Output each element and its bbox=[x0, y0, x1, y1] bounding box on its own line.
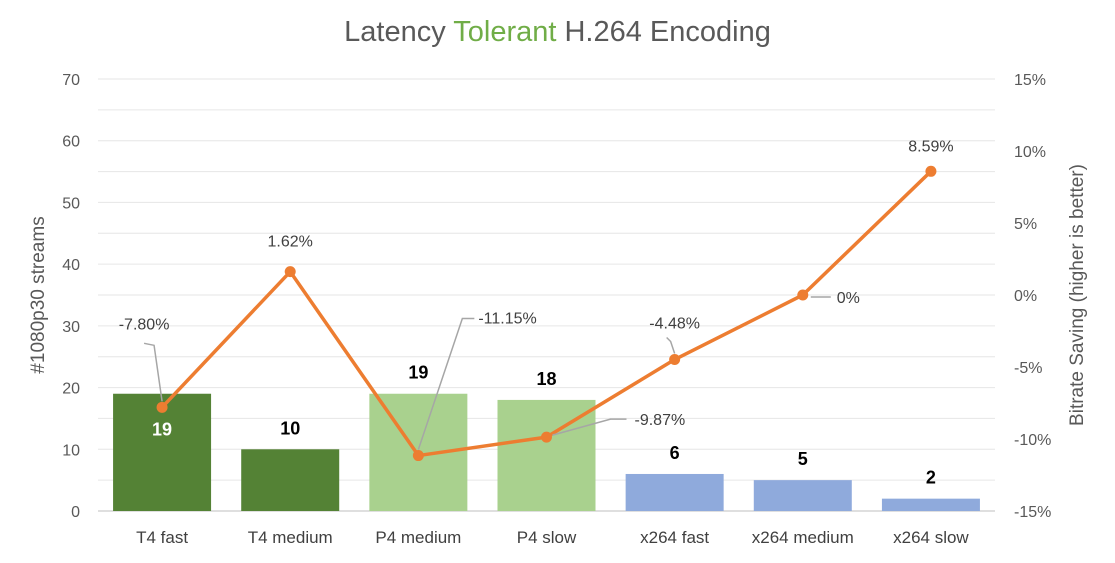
y-tick-label: 10 bbox=[62, 442, 80, 459]
bar bbox=[881, 498, 980, 511]
y-tick-label: 70 bbox=[62, 72, 80, 89]
y2-tick-label: 5% bbox=[1014, 216, 1037, 233]
y2-axis-title: Bitrate Saving (higher is better) bbox=[1067, 164, 1088, 426]
x-tick-label: x264 medium bbox=[752, 528, 854, 547]
bar-data-label: 6 bbox=[670, 443, 680, 463]
leader-line bbox=[552, 418, 627, 436]
x-tick-label: x264 slow bbox=[893, 528, 969, 547]
line-data-label: -7.80% bbox=[119, 316, 170, 333]
y-tick-label: 0 bbox=[71, 504, 80, 521]
bar bbox=[241, 449, 340, 511]
line-point bbox=[669, 354, 681, 366]
y-tick-label: 40 bbox=[62, 257, 80, 274]
line-point bbox=[797, 289, 809, 301]
line-data-label: 0% bbox=[837, 290, 860, 307]
bar bbox=[113, 393, 212, 511]
y-tick-label: 60 bbox=[62, 134, 80, 151]
bar bbox=[625, 473, 724, 511]
line-data-label: -11.15% bbox=[478, 311, 536, 328]
line-point bbox=[156, 401, 168, 413]
bar-data-label: 10 bbox=[280, 418, 300, 438]
y-axis-title: #1080p30 streams bbox=[28, 216, 49, 373]
y2-tick-label: 15% bbox=[1014, 72, 1046, 89]
y2-tick-label: -10% bbox=[1014, 432, 1051, 449]
y2-tick-label: 0% bbox=[1014, 288, 1037, 305]
bar bbox=[753, 480, 852, 511]
x-tick-label: P4 medium bbox=[375, 528, 461, 547]
line-point bbox=[284, 266, 296, 278]
x-tick-label: T4 medium bbox=[248, 528, 333, 547]
bar-data-label: 2 bbox=[926, 468, 936, 488]
y2-tick-label: -5% bbox=[1014, 360, 1042, 377]
line-point bbox=[541, 431, 552, 443]
chart-title-accent: Tolerant bbox=[453, 16, 557, 48]
bar-data-label: 18 bbox=[536, 369, 556, 389]
y-tick-label: 50 bbox=[62, 195, 80, 212]
x-tick-label: x264 fast bbox=[640, 528, 709, 547]
line-data-label: -9.87% bbox=[635, 412, 686, 429]
line-point bbox=[412, 450, 424, 462]
chart-title: Latency Tolerant H.264 Encoding bbox=[0, 16, 1115, 49]
y2-tick-label: -15% bbox=[1014, 504, 1051, 521]
bar-data-label: 19 bbox=[408, 363, 428, 383]
leader-line bbox=[666, 336, 676, 354]
x-tick-label: T4 fast bbox=[136, 528, 188, 547]
leader-line bbox=[417, 317, 475, 450]
x-tick-label: P4 slow bbox=[517, 528, 577, 547]
bar-data-label: 5 bbox=[798, 449, 808, 469]
line-data-label: 1.62% bbox=[268, 234, 313, 251]
bar-data-label: 19 bbox=[152, 420, 172, 440]
chart-title-pre: Latency bbox=[344, 16, 454, 48]
leader-line bbox=[143, 342, 163, 402]
chart-title-post: H.264 Encoding bbox=[556, 16, 771, 48]
y-tick-label: 30 bbox=[62, 319, 80, 336]
line-point bbox=[925, 165, 937, 177]
line-data-label: -4.48% bbox=[649, 316, 700, 333]
line-data-label: 8.59% bbox=[908, 138, 953, 155]
y-tick-label: 20 bbox=[62, 381, 80, 398]
y2-tick-label: 10% bbox=[1014, 144, 1046, 161]
